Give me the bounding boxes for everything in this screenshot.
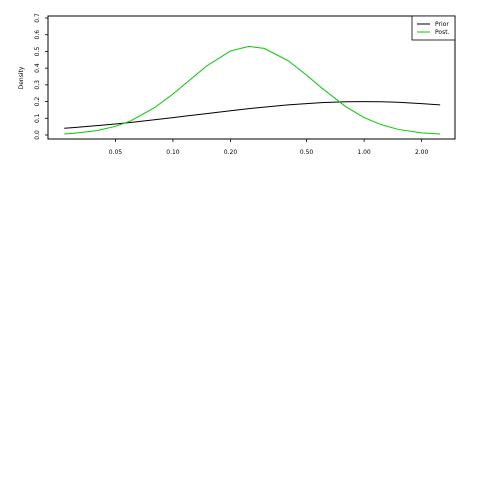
legend-box: [411, 15, 456, 41]
y-tick-label: 0.2: [34, 97, 41, 107]
y-tick-label: 0.0: [34, 130, 41, 140]
y-tick-label: 0.5: [34, 46, 41, 56]
x-tick-label: 0.50: [300, 149, 314, 156]
y-tick-label: 0.3: [34, 80, 41, 90]
x-tick-label: 0.05: [109, 149, 123, 156]
plot-frame: [47, 15, 456, 140]
x-tick-label: 1.00: [357, 149, 371, 156]
y-tick-label: 0.6: [34, 30, 41, 40]
legend-label: Post.: [435, 29, 450, 36]
x-tick-label: 2.00: [415, 149, 429, 156]
y-tick-label: 0.4: [34, 63, 41, 73]
line: [64, 45, 441, 135]
y-axis-label: Density: [18, 66, 25, 89]
x-tick-label: 0.20: [224, 149, 238, 156]
y-tick-label: 0.1: [34, 113, 41, 123]
line: [64, 101, 441, 129]
x-tick-label: 0.10: [166, 149, 180, 156]
legend-label: Prior: [435, 21, 449, 28]
y-tick-label: 0.7: [34, 13, 41, 23]
